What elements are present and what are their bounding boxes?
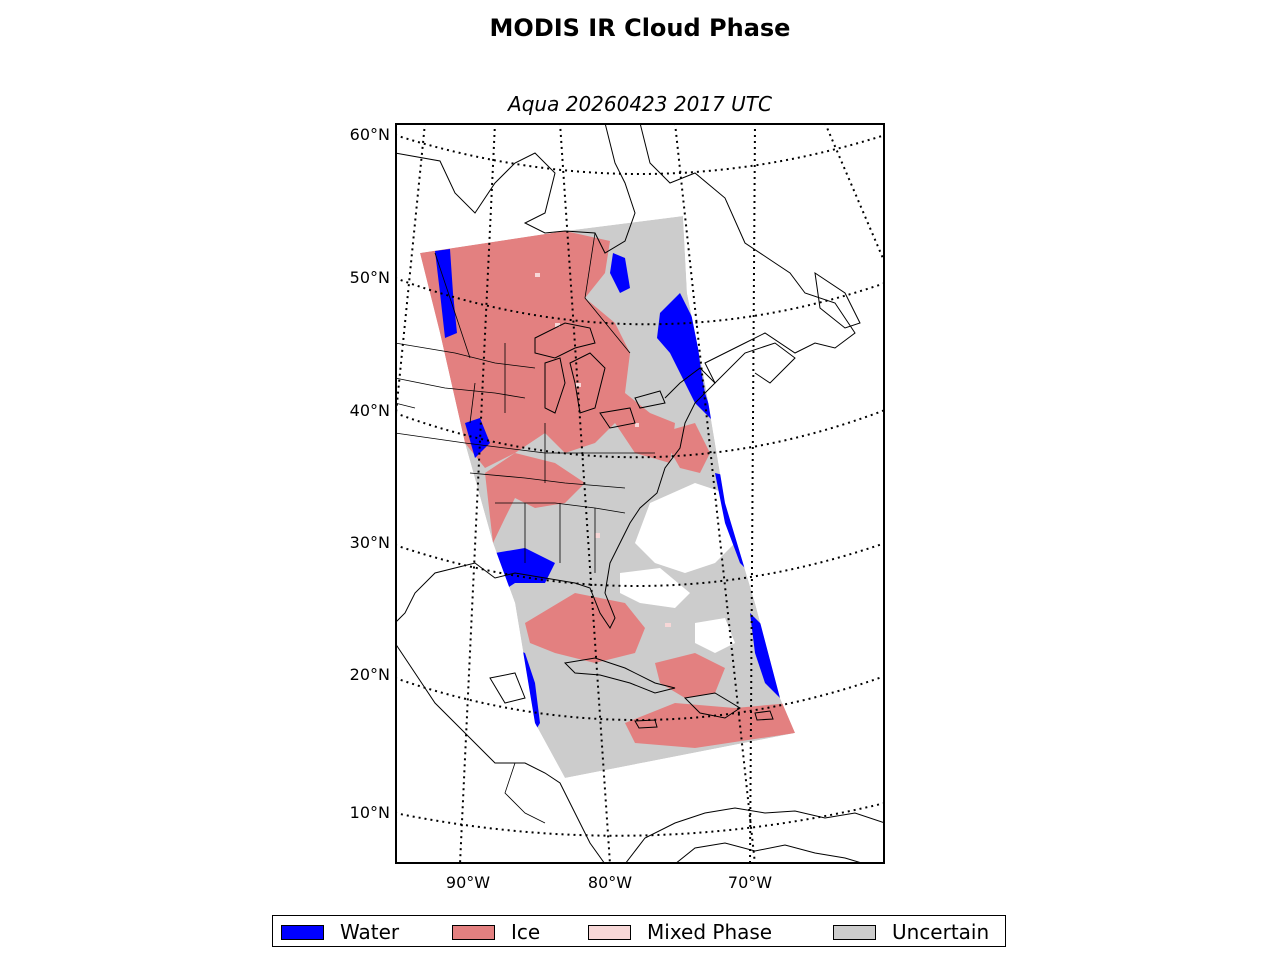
graticule (395, 123, 885, 864)
water-region-west (465, 418, 490, 458)
clear-region-atlantic (635, 483, 735, 573)
legend-label-ice: Ice (511, 920, 541, 944)
coastlines (395, 123, 885, 864)
meridian-90w (459, 123, 496, 864)
clear-region-gulfstream (620, 568, 690, 608)
legend: Water Ice Mixed Phase Uncertain (272, 915, 1006, 947)
ice-region-caribbean-east (655, 653, 725, 698)
ice-region-antilles (625, 703, 795, 748)
ice-region-caribbean-west (525, 593, 645, 663)
lat-label-30n: 30°N (349, 533, 390, 552)
meridian-80w (559, 123, 611, 864)
legend-swatch-mixed-phase (588, 924, 631, 940)
legend-item-uncertain: Uncertain (833, 922, 989, 942)
map-frame (395, 123, 885, 864)
cloud-phase-swath (420, 216, 795, 778)
legend-swatch-uncertain (833, 924, 876, 940)
state-borders (395, 232, 655, 824)
meridian-60w (824, 123, 885, 264)
ice-region-east (660, 423, 710, 473)
parallel-10n (395, 802, 885, 837)
water-region-antilles-east (750, 613, 780, 698)
legend-swatch-ice (452, 924, 495, 940)
legend-item-water: Water (281, 922, 399, 942)
meridian-100w (395, 123, 426, 424)
figure-title: MODIS IR Cloud Phase (489, 14, 791, 42)
water-region-nw (435, 249, 457, 338)
lon-label-70w: 70°W (727, 873, 773, 892)
clear-region-south (695, 618, 735, 653)
lon-label-90w: 90°W (445, 873, 491, 892)
legend-label-mixed-phase: Mixed Phase (647, 920, 773, 944)
lon-label-80w: 80°W (587, 873, 633, 892)
water-region-gulf (495, 548, 555, 593)
lat-label-60n: 60°N (349, 125, 390, 144)
ice-region-north (420, 231, 675, 468)
lat-label-50n: 50°N (349, 268, 390, 287)
water-region-hudson (610, 253, 630, 293)
figure-subtitle: Aqua 20260423 2017 UTC (508, 92, 772, 116)
meridian-95w-inner (674, 123, 756, 864)
ice-region-center (485, 453, 585, 543)
mixed-phase-speckles (535, 273, 671, 627)
legend-label-uncertain: Uncertain (892, 920, 990, 944)
legend-swatch-water (281, 924, 324, 940)
legend-item-mixed-phase: Mixed Phase (588, 922, 772, 942)
lat-label-10n: 10°N (349, 803, 390, 822)
map-svg (395, 123, 885, 864)
lat-label-40n: 40°N (349, 401, 390, 420)
map-panel (395, 123, 885, 864)
legend-label-water: Water (340, 920, 400, 944)
legend-item-ice: Ice (452, 922, 540, 942)
water-region-quebec (657, 293, 715, 423)
lat-label-20n: 20°N (349, 665, 390, 684)
